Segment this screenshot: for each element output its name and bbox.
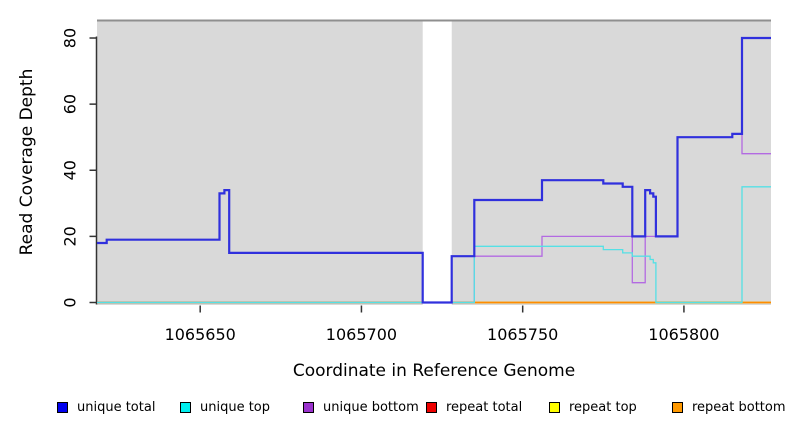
legend-swatch-repeat_total xyxy=(426,401,437,413)
legend-item-repeat_top: repeat top xyxy=(549,400,672,415)
legend-swatch-repeat_top xyxy=(549,401,560,413)
y-tick-label: 20 xyxy=(61,226,80,246)
x-tick-label: 1065800 xyxy=(648,325,719,344)
y-tick-label: 40 xyxy=(61,160,80,180)
legend-item-unique_top: unique top xyxy=(180,400,303,415)
series-unique_top-line xyxy=(97,186,771,304)
legend-swatch-unique_top xyxy=(180,401,191,413)
legend: unique total unique top unique bottom repea… xyxy=(57,397,786,417)
masked-region xyxy=(422,21,452,305)
legend-item-unique_bottom: unique bottom xyxy=(303,400,426,415)
x-tick-label: 1065750 xyxy=(487,325,558,344)
legend-label-unique_bottom: unique bottom xyxy=(323,399,419,415)
legend-swatch-unique_total xyxy=(57,401,68,413)
legend-item-repeat_total: repeat total xyxy=(426,400,549,415)
y-tick-label: 80 xyxy=(61,28,80,48)
legend-swatch-unique_bottom xyxy=(303,401,314,413)
legend-item-unique_total: unique total xyxy=(57,400,180,415)
legend-label-unique_total: unique total xyxy=(77,399,156,415)
x-axis-title: Coordinate in Reference Genome xyxy=(292,361,576,381)
legend-label-repeat_top: repeat top xyxy=(569,399,637,415)
legend-swatch-repeat_bottom xyxy=(672,401,683,413)
y-tick-label: 0 xyxy=(61,297,80,307)
y-tick-label: 60 xyxy=(61,94,80,114)
legend-label-repeat_total: repeat total xyxy=(446,399,523,415)
legend-item-repeat_bottom: repeat bottom xyxy=(672,400,786,415)
series-unique_total-line xyxy=(97,36,771,304)
legend-label-unique_top: unique top xyxy=(200,399,271,415)
legend-label-repeat_bottom: repeat bottom xyxy=(692,399,786,415)
x-tick-label: 1065650 xyxy=(165,325,236,344)
y-axis-title: Read Coverage Depth xyxy=(17,68,37,256)
x-tick-label: 1065700 xyxy=(326,325,397,344)
